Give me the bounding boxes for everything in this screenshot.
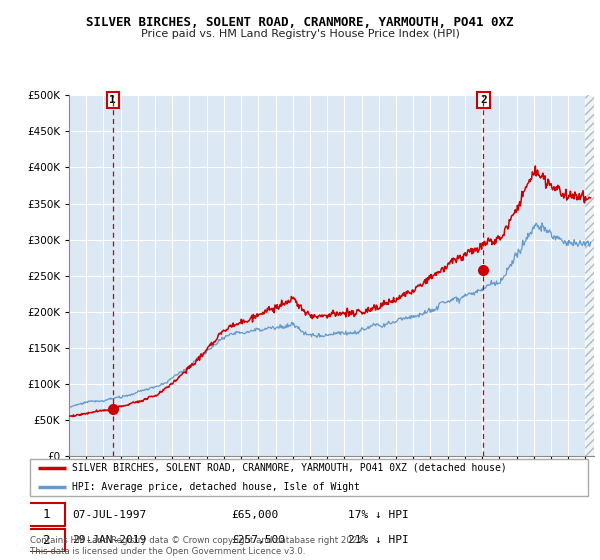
FancyBboxPatch shape (30, 459, 588, 496)
Text: SILVER BIRCHES, SOLENT ROAD, CRANMORE, YARMOUTH, PO41 0XZ: SILVER BIRCHES, SOLENT ROAD, CRANMORE, Y… (86, 16, 514, 29)
Text: 21% ↓ HPI: 21% ↓ HPI (348, 535, 409, 545)
FancyBboxPatch shape (27, 529, 65, 552)
Text: 07-JUL-1997: 07-JUL-1997 (72, 510, 146, 520)
Text: £65,000: £65,000 (231, 510, 278, 520)
Bar (586, 95, 594, 456)
FancyBboxPatch shape (27, 503, 65, 526)
Text: 1: 1 (109, 95, 116, 105)
Text: 2: 2 (43, 534, 50, 547)
Text: 2: 2 (480, 95, 487, 105)
Bar (586, 95, 594, 456)
Text: HPI: Average price, detached house, Isle of Wight: HPI: Average price, detached house, Isle… (72, 482, 360, 492)
Text: £257,500: £257,500 (231, 535, 285, 545)
Text: Contains HM Land Registry data © Crown copyright and database right 2024.
This d: Contains HM Land Registry data © Crown c… (30, 536, 365, 556)
Text: SILVER BIRCHES, SOLENT ROAD, CRANMORE, YARMOUTH, PO41 0XZ (detached house): SILVER BIRCHES, SOLENT ROAD, CRANMORE, Y… (72, 463, 506, 473)
Text: 1: 1 (43, 508, 50, 521)
Text: 29-JAN-2019: 29-JAN-2019 (72, 535, 146, 545)
Text: Price paid vs. HM Land Registry's House Price Index (HPI): Price paid vs. HM Land Registry's House … (140, 29, 460, 39)
Text: 17% ↓ HPI: 17% ↓ HPI (348, 510, 409, 520)
